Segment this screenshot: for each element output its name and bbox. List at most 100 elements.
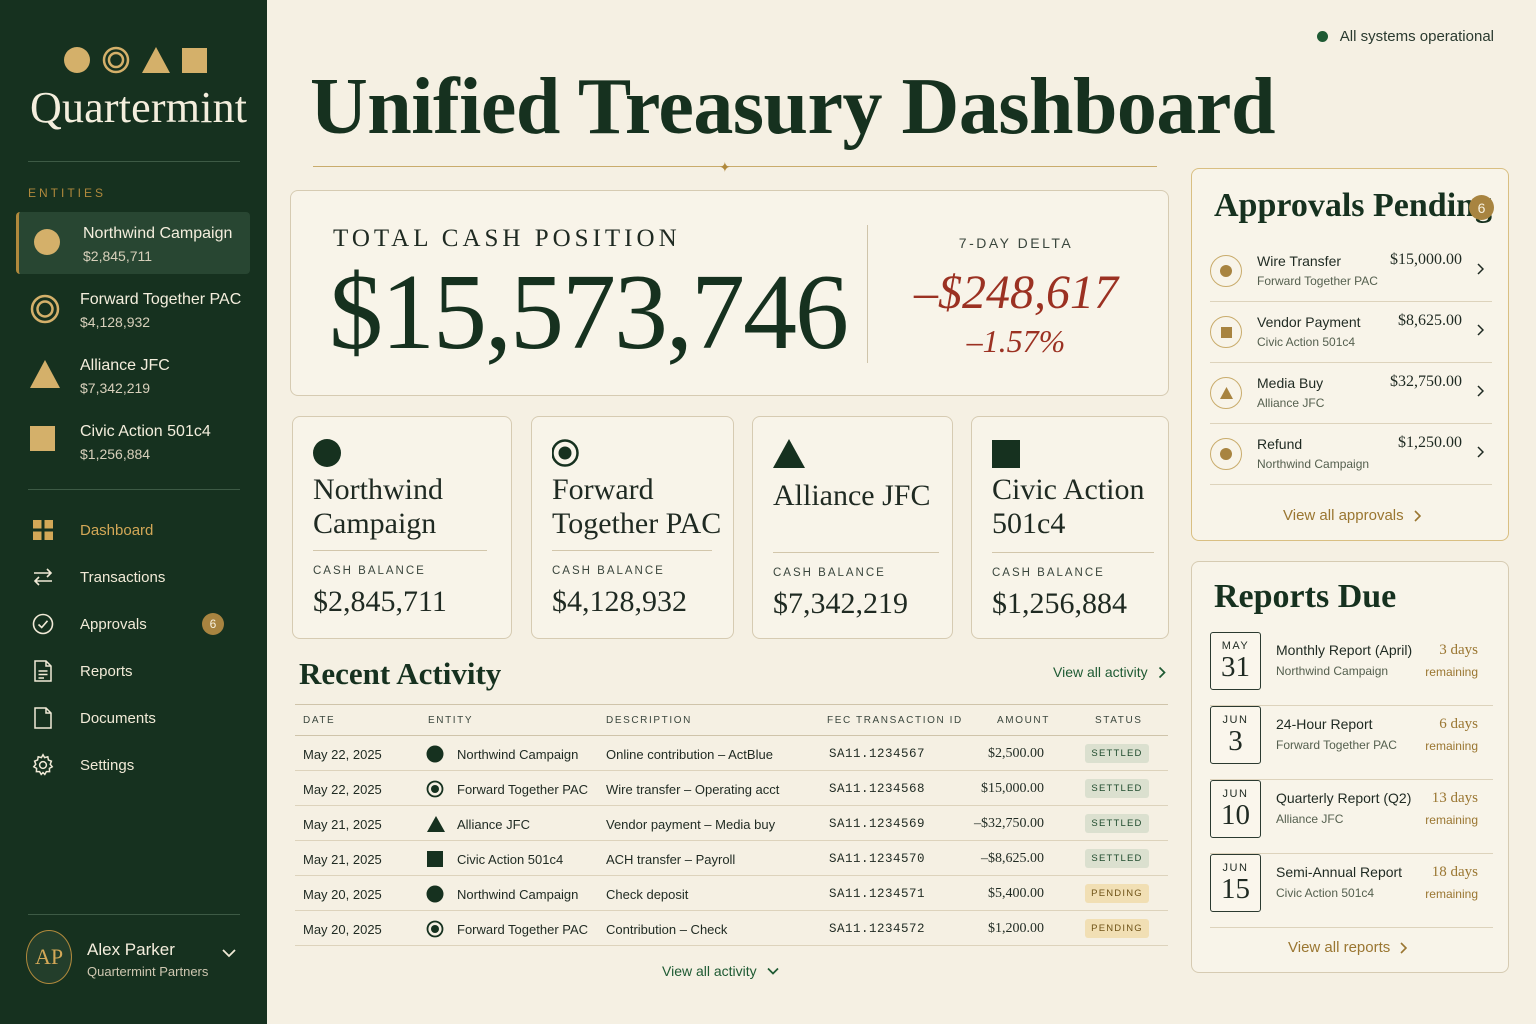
table-row[interactable]: May 21, 2025 Alliance JFC Vendor payment… <box>295 806 1168 841</box>
table-row[interactable]: May 22, 2025 Northwind Campaign Online c… <box>295 736 1168 771</box>
approval-item[interactable]: Media Buy Alliance JFC $32,750.00 <box>1210 363 1492 424</box>
circle-icon <box>426 745 444 763</box>
view-all-reports-link[interactable]: View all reports <box>1288 939 1408 956</box>
check-circle-icon <box>32 613 54 635</box>
nav-label: Approvals <box>80 615 147 633</box>
sidebar-entity-forward-together[interactable]: Forward Together PAC $4,128,932 <box>16 278 250 340</box>
logo-square-icon <box>182 47 207 73</box>
title-divider <box>313 166 1157 167</box>
approval-item[interactable]: Refund Northwind Campaign $1,250.00 <box>1210 424 1492 485</box>
row-entity: Northwind Campaign <box>457 747 579 762</box>
entity-name: Alliance JFC <box>80 357 170 374</box>
view-all-approvals-link[interactable]: View all approvals <box>1283 507 1421 524</box>
nav-reports[interactable]: Reports <box>28 656 238 686</box>
ring-icon <box>552 439 579 467</box>
nav-dashboard[interactable]: Dashboard <box>28 515 238 545</box>
nav-documents[interactable]: Documents <box>28 703 238 733</box>
entity-card-forward-together[interactable]: Forward Together PAC CASH BALANCE $4,128… <box>531 416 734 639</box>
user-profile[interactable]: AP Alex Parker Quartermint Partners <box>26 930 246 988</box>
report-entity: Forward Together PAC <box>1276 738 1397 752</box>
cash-divider <box>867 225 868 363</box>
table-row[interactable]: May 22, 2025 Forward Together PAC Wire t… <box>295 771 1168 806</box>
table-row[interactable]: May 20, 2025 Forward Together PAC Contri… <box>295 911 1168 946</box>
column-header[interactable]: STATUS <box>1095 715 1143 726</box>
column-header[interactable]: ENTITY <box>428 715 474 726</box>
report-entity: Northwind Campaign <box>1276 664 1389 678</box>
brand-logo-shapes <box>64 46 207 74</box>
entity-amount: $1,256,884 <box>80 446 151 462</box>
brand-name[interactable]: Quartermint <box>30 83 248 132</box>
entity-card-alliance[interactable]: Alliance JFC CASH BALANCE $7,342,219 <box>752 416 953 639</box>
calendar-month: JUN <box>1222 788 1249 800</box>
nav-label: Transactions <box>80 568 166 586</box>
gear-icon <box>32 753 54 776</box>
dashboard-icon <box>33 520 53 540</box>
calendar-date: MAY 31 <box>1210 632 1261 690</box>
balance-label: CASH BALANCE <box>313 565 426 577</box>
circle-icon <box>313 439 341 467</box>
user-org: Quartermint Partners <box>87 964 209 979</box>
report-item[interactable]: JUN 15 Semi-Annual Report Civic Action 5… <box>1210 854 1493 928</box>
row-fec-id: SA11.1234567 <box>829 747 926 761</box>
report-item[interactable]: JUN 10 Quarterly Report (Q2) Alliance JF… <box>1210 780 1493 854</box>
square-icon <box>427 851 443 867</box>
chevron-right-icon <box>1477 385 1484 397</box>
approvals-panel: Approvals Pending 6 Wire Transfer Forwar… <box>1191 168 1509 541</box>
balance-value: $4,128,932 <box>552 585 687 618</box>
column-header[interactable]: AMOUNT <box>997 715 1050 726</box>
column-header[interactable]: DATE <box>303 715 336 726</box>
approvals-count-badge: 6 <box>1469 195 1494 220</box>
recent-activity-title: Recent Activity <box>299 656 502 691</box>
page-title: Unified Treasury Dashboard <box>310 63 1275 151</box>
chevron-down-icon[interactable] <box>222 948 236 958</box>
ring-icon <box>426 780 444 798</box>
view-all-activity-link[interactable]: View all activity <box>1053 664 1166 680</box>
chevron-right-icon <box>1477 263 1484 275</box>
status-badge: SETTLED <box>1085 849 1149 868</box>
entity-card-name: Civic Action 501c4 <box>992 473 1145 540</box>
row-description: Check deposit <box>606 887 689 902</box>
status-badge: SETTLED <box>1085 779 1149 798</box>
column-header[interactable]: DESCRIPTION <box>606 715 692 726</box>
approval-type: Vendor Payment <box>1257 314 1361 330</box>
report-item[interactable]: MAY 31 Monthly Report (April) Northwind … <box>1210 632 1493 706</box>
calendar-day: 3 <box>1228 725 1243 757</box>
table-row[interactable]: May 20, 2025 Northwind Campaign Check de… <box>295 876 1168 911</box>
triangle-icon <box>773 439 805 468</box>
sidebar-entity-alliance[interactable]: Alliance JFC $7,342,219 <box>16 344 250 406</box>
report-name: 24-Hour Report <box>1276 716 1373 732</box>
approval-item[interactable]: Wire Transfer Forward Together PAC $15,0… <box>1210 241 1492 302</box>
triangle-icon <box>1219 387 1233 399</box>
status-badge: SETTLED <box>1085 814 1149 833</box>
triangle-icon <box>30 360 60 388</box>
row-description: Wire transfer – Operating acct <box>606 782 780 797</box>
approvals-title: Approvals Pending <box>1214 187 1493 224</box>
chevron-right-icon <box>1477 324 1484 336</box>
nav-label: Settings <box>80 756 135 774</box>
entity-card-northwind[interactable]: Northwind Campaign CASH BALANCE $2,845,7… <box>292 416 512 639</box>
status-badge: PENDING <box>1085 884 1149 903</box>
entity-card-civic-action[interactable]: Civic Action 501c4 CASH BALANCE $1,256,8… <box>971 416 1169 639</box>
nav-transactions[interactable]: Transactions <box>28 562 238 592</box>
nav-settings[interactable]: Settings <box>28 750 238 780</box>
report-item[interactable]: JUN 3 24-Hour Report Forward Together PA… <box>1210 706 1493 780</box>
calendar-date: JUN 10 <box>1210 780 1261 838</box>
entity-card-name: Forward Together PAC <box>552 473 722 540</box>
link-label: View all activity <box>662 963 757 979</box>
table-row[interactable]: May 21, 2025 Civic Action 501c4 ACH tran… <box>295 841 1168 876</box>
entity-name: Civic Action 501c4 <box>80 423 211 440</box>
column-header[interactable]: FEC TRANSACTION ID <box>827 715 963 726</box>
row-description: ACH transfer – Payroll <box>606 852 736 867</box>
nav-approvals[interactable]: Approvals 6 <box>28 609 238 639</box>
entity-card-divider <box>773 552 939 553</box>
report-remaining: remaining <box>1425 739 1478 753</box>
approval-type: Media Buy <box>1257 375 1324 391</box>
balance-value: $2,845,711 <box>313 585 447 618</box>
approvals-count-badge: 6 <box>202 613 224 635</box>
view-all-activity-bottom-link[interactable]: View all activity <box>662 963 779 979</box>
approval-item[interactable]: Vendor Payment Civic Action 501c4 $8,625… <box>1210 302 1492 363</box>
entity-card-name: Alliance JFC <box>773 479 931 512</box>
approval-entity: Forward Together PAC <box>1257 274 1378 288</box>
sidebar-entity-civic-action[interactable]: Civic Action 501c4 $1,256,884 <box>16 410 250 472</box>
sidebar-entity-northwind[interactable]: Northwind Campaign $2,845,711 <box>16 212 250 274</box>
